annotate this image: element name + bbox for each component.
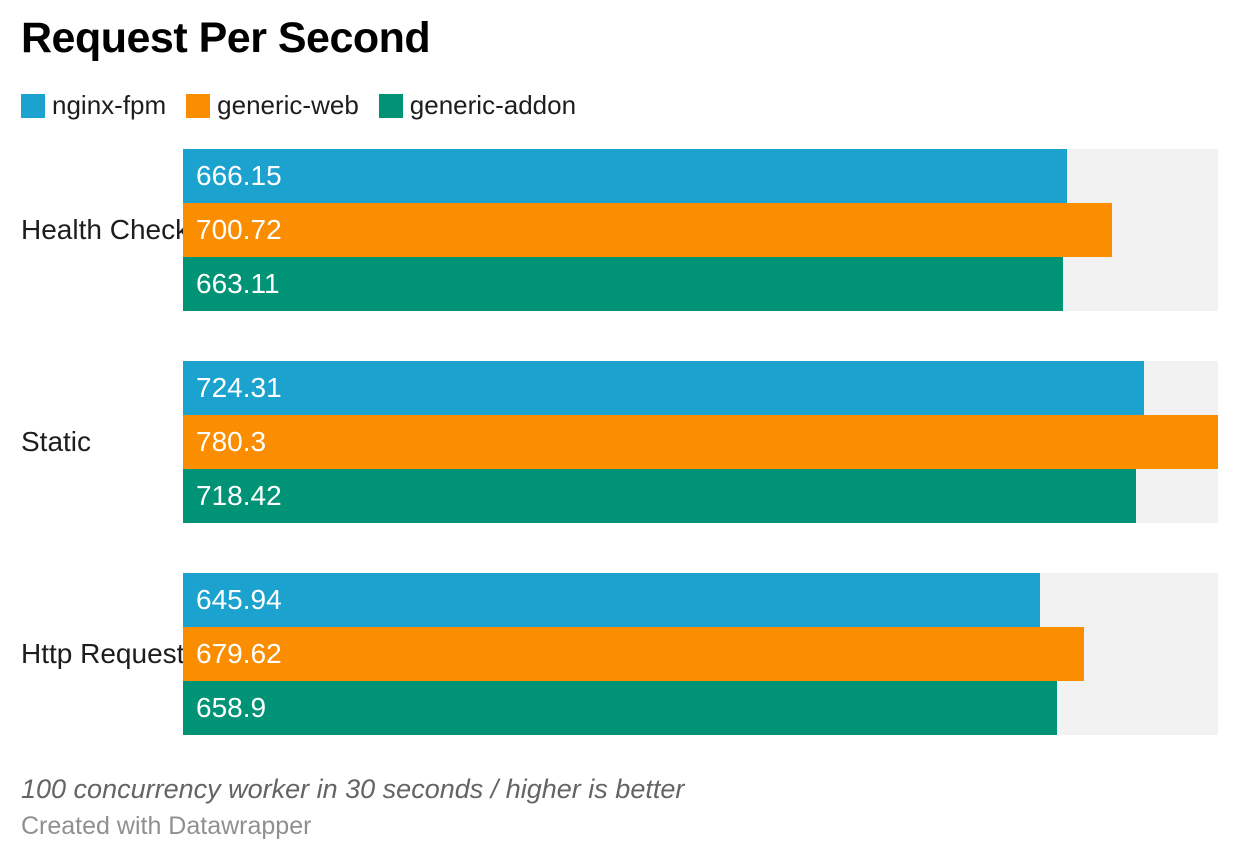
bar-track: 666.15 xyxy=(183,149,1218,203)
legend-swatch-nginx-fpm-icon xyxy=(21,93,45,118)
legend-label-nginx-fpm: nginx-fpm xyxy=(52,90,167,120)
bar-value-label: 679.62 xyxy=(196,638,282,669)
chart-note: 100 concurrency worker in 30 seconds / h… xyxy=(21,774,685,804)
bar-track: 718.42 xyxy=(183,469,1218,523)
bar-value-label: 718.42 xyxy=(196,480,282,511)
bar-track: 658.9 xyxy=(183,681,1218,735)
bar-track: 679.62 xyxy=(183,627,1218,681)
bar-track: 780.3 xyxy=(183,415,1218,469)
bar-generic-addon: 718.42 xyxy=(183,469,1136,523)
bar-value-label: 700.72 xyxy=(196,214,282,245)
bar-group-http-request: Http Request 645.94 679.62 658.9 xyxy=(0,573,1240,735)
category-label: Static xyxy=(21,426,92,457)
bar-generic-web: 780.3 xyxy=(183,415,1218,469)
bar-value-label: 724.31 xyxy=(196,372,282,403)
bar-value-label: 666.15 xyxy=(196,160,282,191)
legend: nginx-fpm generic-web generic-addon xyxy=(21,90,576,121)
legend-swatch-generic-addon-icon xyxy=(378,93,403,118)
bar-nginx-fpm: 724.31 xyxy=(183,361,1144,415)
bar-track: 700.72 xyxy=(183,203,1218,257)
bar-value-label: 780.3 xyxy=(196,426,267,457)
bar-value-label: 658.9 xyxy=(196,692,267,723)
bar-generic-web: 700.72 xyxy=(183,203,1113,257)
bar-track: 724.31 xyxy=(183,361,1218,415)
bar-track: 645.94 xyxy=(183,573,1218,627)
legend-swatch-generic-web-icon xyxy=(186,93,211,118)
bar-nginx-fpm: 666.15 xyxy=(183,149,1067,203)
legend-label-generic-addon: generic-addon xyxy=(409,90,577,120)
chart-title: Request Per Second xyxy=(21,14,431,62)
category-label: Http Request xyxy=(21,638,185,669)
bar-nginx-fpm: 645.94 xyxy=(183,573,1040,627)
bar-value-label: 645.94 xyxy=(196,584,282,615)
legend-label-generic-web: generic-web xyxy=(217,90,359,120)
bar-value-label: 663.11 xyxy=(196,268,280,299)
category-label: Health Check xyxy=(21,214,190,245)
bar-track: 663.11 xyxy=(183,257,1218,311)
bar-generic-addon: 658.9 xyxy=(183,681,1057,735)
legend-item-nginx-fpm: nginx-fpm xyxy=(21,90,166,121)
datawrapper-credit: Created with Datawrapper xyxy=(21,812,312,840)
bar-generic-web: 679.62 xyxy=(183,627,1085,681)
legend-item-generic-web: generic-web xyxy=(186,90,359,121)
bar-group-static: Static 724.31 780.3 718.42 xyxy=(0,361,1240,523)
legend-item-generic-addon: generic-addon xyxy=(378,90,577,121)
bar-group-health-check: Health Check 666.15 700.72 663.11 xyxy=(0,149,1240,311)
bar-generic-addon: 663.11 xyxy=(183,257,1063,311)
